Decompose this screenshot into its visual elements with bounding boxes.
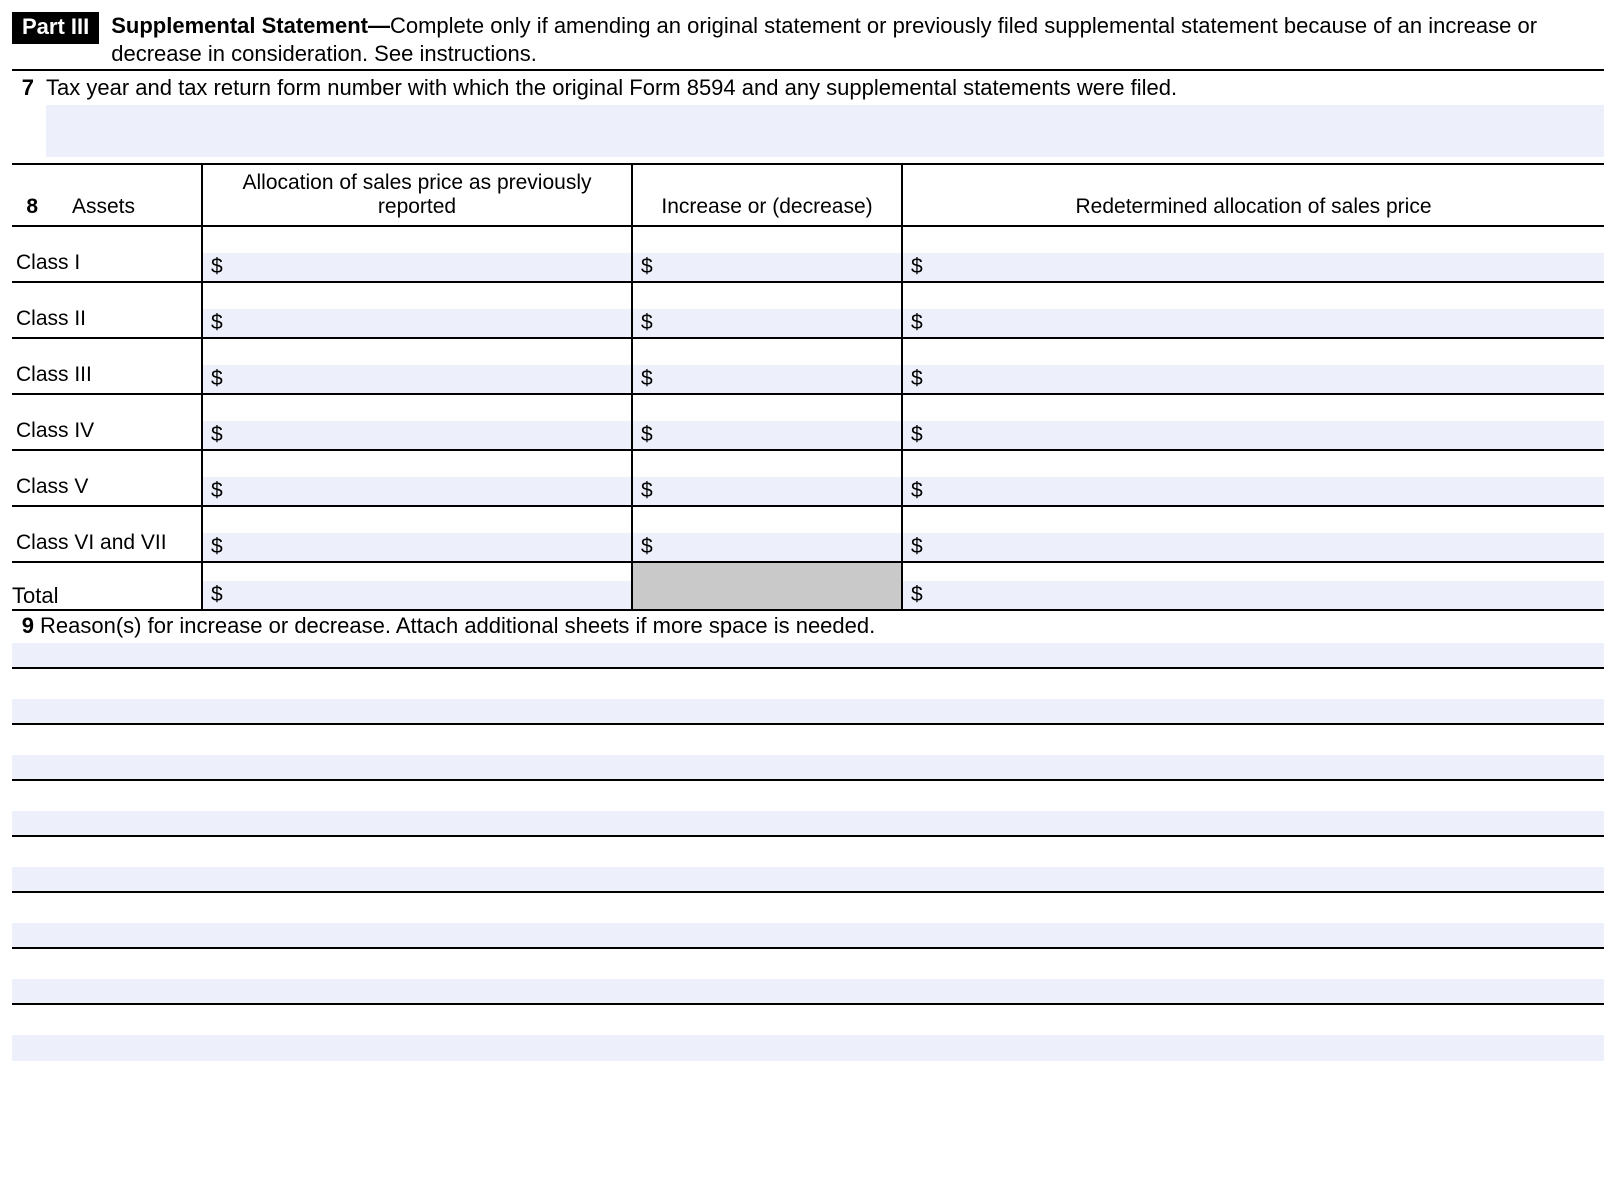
line-8-table: 8 Assets Allocation of sales price as pr… xyxy=(12,163,1604,611)
money-cell-prev[interactable]: $ xyxy=(202,394,632,450)
dollar-sign: $ xyxy=(633,255,657,279)
reason-lines xyxy=(12,643,1604,1061)
money-cell-prev[interactable]: $ xyxy=(202,506,632,562)
reason-line[interactable] xyxy=(12,979,1604,1005)
table-header-row: 8 Assets Allocation of sales price as pr… xyxy=(12,164,1604,226)
dollar-sign: $ xyxy=(203,255,227,279)
table-row: Class I $ $ $ xyxy=(12,226,1604,282)
reason-line[interactable] xyxy=(12,867,1604,893)
dollar-sign: $ xyxy=(903,423,927,447)
dollar-sign: $ xyxy=(203,535,227,559)
table-row: Class IV $ $ $ xyxy=(12,394,1604,450)
header-assets-cell: 8 Assets xyxy=(12,164,202,226)
dollar-sign: $ xyxy=(203,583,227,607)
reason-line[interactable] xyxy=(12,699,1604,725)
money-cell-change[interactable]: $ xyxy=(632,338,902,394)
line-7: 7 Tax year and tax return form number wi… xyxy=(12,71,1604,101)
part-badge: Part III xyxy=(12,12,99,44)
dollar-sign: $ xyxy=(633,311,657,335)
header-col3: Redetermined allocation of sales price xyxy=(902,164,1604,226)
money-cell-prev[interactable]: $ xyxy=(202,338,632,394)
asset-label: Class V xyxy=(12,450,202,506)
money-cell-prev[interactable]: $ xyxy=(202,450,632,506)
total-redet[interactable]: $ xyxy=(902,562,1604,610)
money-cell-change[interactable]: $ xyxy=(632,226,902,282)
money-cell-redet[interactable]: $ xyxy=(902,394,1604,450)
part-title-bold: Supplemental Statement— xyxy=(111,13,390,38)
line-9-text: Reason(s) for increase or decrease. Atta… xyxy=(40,613,875,639)
header-assets: Assets xyxy=(44,195,135,219)
dollar-sign: $ xyxy=(203,311,227,335)
dollar-sign: $ xyxy=(903,479,927,503)
table-row: Class VI and VII $ $ $ xyxy=(12,506,1604,562)
part-title: Supplemental Statement—Complete only if … xyxy=(99,12,1604,67)
part-iii-header: Part III Supplemental Statement—Complete… xyxy=(12,12,1604,71)
asset-label: Class I xyxy=(12,226,202,282)
table-row: Class II $ $ $ xyxy=(12,282,1604,338)
reason-line[interactable] xyxy=(12,811,1604,837)
table-total-row: Total $ $ xyxy=(12,562,1604,610)
dollar-sign: $ xyxy=(203,423,227,447)
money-cell-prev[interactable]: $ xyxy=(202,282,632,338)
money-cell-redet[interactable]: $ xyxy=(902,338,1604,394)
line-7-text: Tax year and tax return form number with… xyxy=(40,75,1177,101)
line-9-number: 9 xyxy=(12,613,40,639)
header-col2: Increase or (decrease) xyxy=(632,164,902,226)
dollar-sign: $ xyxy=(903,367,927,391)
total-label: Total xyxy=(12,562,202,610)
total-change-blocked xyxy=(632,562,902,610)
money-cell-change[interactable]: $ xyxy=(632,282,902,338)
money-cell-redet[interactable]: $ xyxy=(902,450,1604,506)
table-row: Class V $ $ $ xyxy=(12,450,1604,506)
line-7-input[interactable] xyxy=(46,105,1604,157)
asset-label: Class II xyxy=(12,282,202,338)
line-8-number: 8 xyxy=(16,195,44,219)
money-cell-redet[interactable]: $ xyxy=(902,226,1604,282)
dollar-sign: $ xyxy=(903,311,927,335)
reason-line[interactable] xyxy=(12,755,1604,781)
dollar-sign: $ xyxy=(633,423,657,447)
dollar-sign: $ xyxy=(903,535,927,559)
total-prev[interactable]: $ xyxy=(202,562,632,610)
dollar-sign: $ xyxy=(203,367,227,391)
reason-line[interactable] xyxy=(12,643,1604,669)
dollar-sign: $ xyxy=(903,583,927,607)
money-cell-prev[interactable]: $ xyxy=(202,226,632,282)
line-7-number: 7 xyxy=(12,75,40,101)
dollar-sign: $ xyxy=(203,479,227,503)
money-cell-change[interactable]: $ xyxy=(632,450,902,506)
line-9: 9 Reason(s) for increase or decrease. At… xyxy=(12,611,1604,643)
money-cell-redet[interactable]: $ xyxy=(902,282,1604,338)
header-col1: Allocation of sales price as previously … xyxy=(202,164,632,226)
asset-label: Class IV xyxy=(12,394,202,450)
dollar-sign: $ xyxy=(633,479,657,503)
money-cell-redet[interactable]: $ xyxy=(902,506,1604,562)
dollar-sign: $ xyxy=(633,367,657,391)
reason-line[interactable] xyxy=(12,1035,1604,1061)
money-cell-change[interactable]: $ xyxy=(632,394,902,450)
dollar-sign: $ xyxy=(633,535,657,559)
table-row: Class III $ $ $ xyxy=(12,338,1604,394)
asset-label: Class III xyxy=(12,338,202,394)
money-cell-change[interactable]: $ xyxy=(632,506,902,562)
asset-label: Class VI and VII xyxy=(12,506,202,562)
dollar-sign: $ xyxy=(903,255,927,279)
reason-line[interactable] xyxy=(12,923,1604,949)
